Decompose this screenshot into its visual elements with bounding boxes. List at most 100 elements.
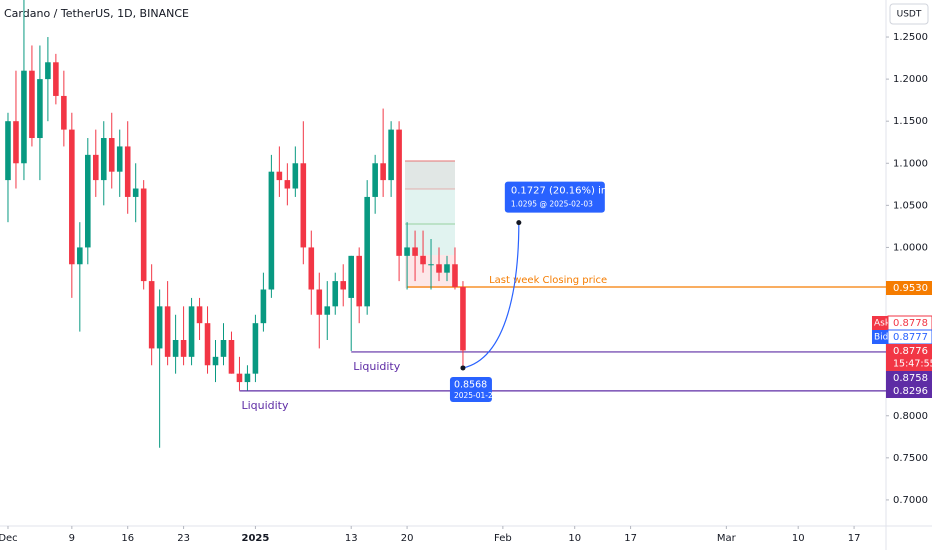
x-tick-label: 10	[568, 533, 581, 544]
candle-body	[396, 129, 402, 256]
measure-end	[516, 220, 522, 226]
candle-body	[21, 70, 27, 164]
candle-body	[436, 264, 442, 273]
candle-body	[324, 306, 331, 315]
candle-body	[220, 340, 227, 357]
countdown: 15:47:55	[893, 359, 932, 370]
candle-body	[164, 306, 171, 357]
candle-body	[348, 255, 355, 298]
quote-tag: Bid	[874, 333, 888, 343]
candle-body	[292, 163, 299, 189]
candle-body	[380, 163, 386, 181]
candle-body	[404, 247, 410, 256]
level-label: 0.8758	[893, 373, 928, 384]
level-label-box	[886, 281, 932, 295]
last-price: 0.8776	[893, 346, 928, 357]
candle-body	[268, 171, 275, 290]
x-tick-label: 23	[177, 533, 190, 544]
candle-body	[140, 188, 147, 282]
candle-body	[388, 129, 394, 181]
profit-zone	[405, 161, 455, 255]
level-text: Last week Closing price	[489, 275, 607, 286]
measure-arrow	[462, 222, 520, 369]
last-price-box	[886, 344, 932, 371]
measure-box	[504, 181, 605, 213]
quote-tag-box	[872, 330, 888, 344]
candle-body	[37, 79, 43, 139]
level-label: 0.8296	[893, 386, 928, 397]
candle-body	[29, 70, 35, 139]
quote-value: 0.8778	[893, 318, 928, 329]
candle-body	[244, 373, 251, 383]
level-label-box	[886, 371, 932, 385]
x-tick-label: 16	[121, 533, 134, 544]
candle-body	[276, 171, 283, 181]
candle-body	[92, 154, 99, 181]
candle-body	[412, 247, 418, 256]
x-tick-label: 9	[69, 533, 75, 544]
x-tick-label: Feb	[494, 533, 512, 544]
candle-body	[148, 281, 155, 349]
candle-body	[156, 306, 163, 349]
candle-body	[372, 163, 378, 197]
y-tick-label: 0.8000	[893, 411, 928, 422]
x-tick-label: Dec	[0, 533, 18, 544]
candle-body	[228, 340, 235, 374]
candle-body	[45, 62, 51, 80]
quote-value: 0.8777	[893, 332, 928, 343]
candle-body	[188, 306, 195, 357]
candle-body	[308, 247, 315, 290]
y-tick-label: 1.2500	[893, 32, 928, 43]
candle-body	[260, 289, 267, 324]
candle-body	[100, 138, 107, 181]
level-text: Liquidity	[241, 399, 289, 412]
candle-body	[236, 373, 243, 383]
candle-body	[77, 247, 83, 265]
currency-box[interactable]	[889, 3, 929, 25]
candle-body	[85, 154, 91, 248]
y-tick-label: 1.1500	[893, 116, 928, 127]
candle-body	[180, 340, 187, 357]
candle-body	[452, 264, 458, 287]
level-label: 0.9530	[893, 283, 928, 294]
candle-body	[364, 196, 370, 307]
chart-title: Cardano / TetherUS, 1D, BINANCE	[4, 7, 189, 20]
candle-body	[460, 286, 466, 351]
y-tick-label: 1.0000	[893, 242, 928, 253]
candle-body	[132, 188, 139, 197]
measure-end-label: 1.0295 @ 2025-02-03	[511, 200, 593, 209]
candle-body	[53, 62, 59, 96]
x-tick-label: 20	[401, 533, 414, 544]
candle-body	[444, 264, 450, 273]
candle-body	[300, 163, 307, 248]
zone	[405, 161, 455, 189]
level-label-box	[886, 384, 932, 398]
candle-body	[316, 289, 323, 315]
candle-body	[108, 138, 115, 172]
measure-start-date: 2025-01-27	[454, 391, 498, 400]
candle-body	[252, 323, 259, 374]
y-tick-label: 0.7500	[893, 453, 928, 464]
candle-body	[204, 323, 211, 366]
x-tick-label: Mar	[717, 533, 737, 544]
candle-body	[124, 146, 131, 197]
x-tick-label: 10	[792, 533, 805, 544]
measure-start	[460, 365, 466, 371]
candle-body	[13, 121, 19, 164]
quote-tag: Ask	[874, 319, 891, 329]
candle-body	[196, 306, 203, 324]
candle-body	[61, 95, 67, 130]
y-tick-label: 1.0500	[893, 200, 928, 211]
candle-body	[356, 255, 362, 307]
candle-body	[116, 146, 123, 172]
y-tick-label: 1.1000	[893, 158, 928, 169]
candle-body	[420, 255, 426, 265]
candle-body	[5, 121, 11, 181]
level-text: Liquidity	[353, 360, 401, 373]
x-tick-label: 17	[848, 533, 861, 544]
currency[interactable]: USDT	[897, 10, 922, 20]
quote-tag-box	[872, 316, 888, 330]
x-tick-label: 2025	[242, 533, 270, 544]
